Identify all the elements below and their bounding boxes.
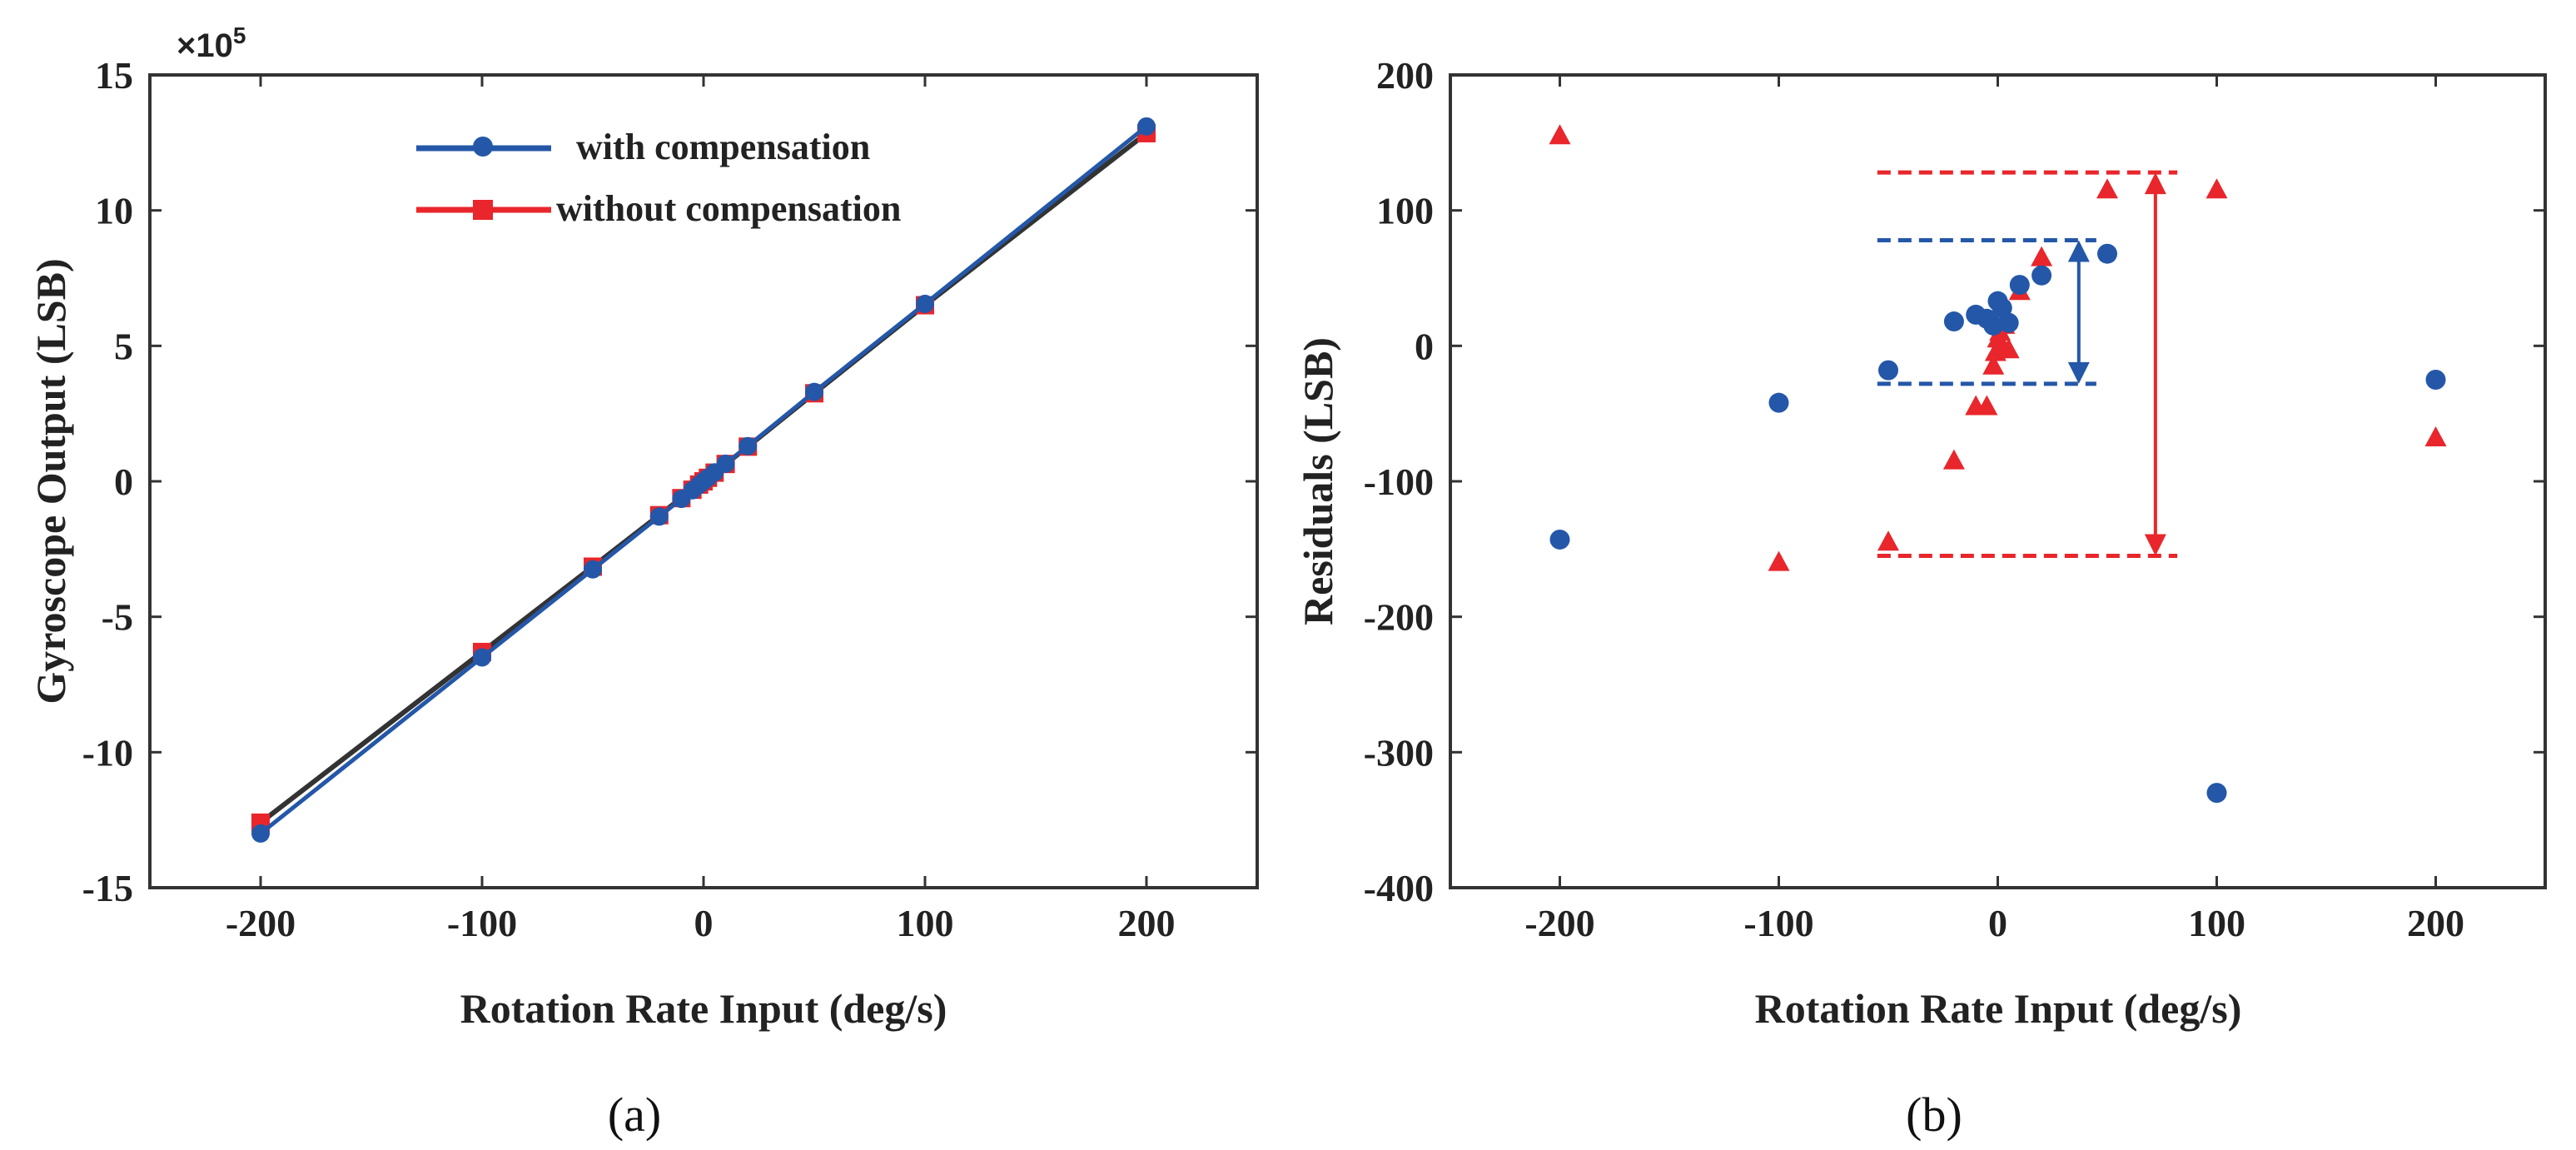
- data-point-with-compensation: [584, 560, 602, 579]
- data-point-without-compensation: [2424, 426, 2447, 446]
- x-axis-label: Rotation Rate Input (deg/s): [460, 985, 947, 1032]
- plot-frame: [1449, 73, 2547, 889]
- data-point-with-compensation: [2009, 275, 2030, 296]
- legend: with compensation without compensation: [416, 127, 901, 229]
- red-range-arrowhead-up: [2144, 172, 2166, 195]
- legend-label-with: with compensation: [576, 127, 870, 167]
- data-point-with-compensation: [1768, 392, 1789, 413]
- data-point-without-compensation: [1942, 449, 1965, 470]
- y-tick-labels: -15 -10 -5 0 5 10 15: [82, 54, 133, 909]
- legend-label-without: without compensation: [556, 188, 901, 229]
- data-point-with-compensation: [1878, 360, 1898, 381]
- y-tick-label: 100: [1376, 190, 1434, 232]
- y-tick-labels: -400 -300 -200 -100 0 100 200: [1364, 54, 1434, 909]
- y-tick-label: -400: [1364, 867, 1434, 909]
- data-point-with-compensation: [2206, 783, 2227, 804]
- data-point-with-compensation: [1998, 312, 2019, 333]
- x-tick-label: 200: [2407, 902, 2464, 944]
- axis-ticks: [150, 73, 1257, 889]
- y-axis-label: Residuals (LSB): [1295, 337, 1341, 625]
- range-annotations: [1877, 170, 2178, 558]
- x-tick-label: -100: [447, 902, 517, 944]
- data-point-with-compensation: [2097, 243, 2117, 264]
- data-series: [251, 117, 1156, 843]
- chart-panel-a: -200 -100 0 100 200 -15 -10 -5 0 5 10 15 ×105 Rota…: [27, 22, 1259, 1142]
- panel-label-b: (b): [1906, 1088, 1962, 1142]
- y-tick-label: 200: [1376, 54, 1434, 97]
- data-point-without-compensation: [1877, 530, 1899, 551]
- data-point-without-compensation: [2206, 178, 2228, 199]
- data-point-with-compensation: [916, 294, 934, 313]
- data-point-with-compensation: [1983, 315, 2004, 336]
- chart-panel-b: -200 -100 0 100 200 -400-300-200-1000100200 …: [1295, 54, 2547, 1142]
- blue-range-arrowhead-up: [2067, 240, 2090, 262]
- x-tick-label: 200: [1118, 902, 1176, 944]
- data-point-with-compensation: [1943, 311, 1964, 332]
- data-point-with-compensation: [1137, 117, 1156, 136]
- y-tick-label: -100: [1364, 460, 1434, 503]
- x-tick-label: -200: [226, 902, 296, 944]
- data-point-with-compensation: [1549, 529, 1570, 550]
- y-tick-label: -300: [1364, 731, 1434, 774]
- data-point-with-compensation: [473, 648, 491, 667]
- data-point-without-compensation: [1997, 338, 2020, 359]
- y-axis-label: Gyroscope Output (LSB): [27, 258, 74, 704]
- y-tick-label: 5: [114, 325, 133, 367]
- y-tick-label: -200: [1364, 596, 1434, 639]
- x-tick-label: -200: [1524, 902, 1594, 944]
- data-point-with-compensation: [805, 382, 823, 401]
- data-point-with-compensation: [649, 507, 669, 526]
- x-tick-labels: -200 -100 0 100 200: [1524, 902, 2464, 944]
- legend-marker-with: [473, 137, 493, 157]
- y-tick-label: 0: [114, 460, 133, 503]
- y-tick-label: -15: [82, 867, 133, 909]
- panel-label-a: (a): [608, 1088, 661, 1142]
- data-point-with-compensation: [1992, 297, 2012, 318]
- data-point-with-compensation: [2425, 370, 2446, 390]
- x-tick-label: 0: [694, 902, 714, 944]
- data-point-with-compensation: [2031, 265, 2052, 286]
- red-range-arrowhead-down: [2144, 534, 2166, 556]
- axis-ticks: [1450, 73, 2545, 889]
- x-tick-label: 100: [897, 902, 954, 944]
- y-multiplier: ×105: [177, 22, 246, 64]
- y-tick-label: 10: [95, 190, 133, 232]
- x-tick-label: 100: [2188, 902, 2245, 944]
- data-point-without-compensation: [1976, 395, 1998, 416]
- x-tick-label: -100: [1743, 902, 1813, 944]
- data-point-without-compensation: [2031, 246, 2053, 266]
- y-tick-label: -5: [102, 596, 133, 639]
- data-point-without-compensation: [1549, 124, 1571, 145]
- data-point-without-compensation: [1982, 354, 2005, 375]
- data-point-without-compensation: [2096, 178, 2118, 199]
- legend-marker-without: [473, 200, 493, 220]
- x-tick-label: 0: [1988, 902, 2007, 944]
- blue-range-arrowhead-down: [2067, 361, 2090, 384]
- data-point-with-compensation: [738, 436, 758, 456]
- data-point-without-compensation: [1768, 550, 1790, 571]
- x-tick-labels: -200 -100 0 100 200: [226, 902, 1176, 944]
- data-series: [1549, 124, 2447, 804]
- data-point-with-compensation: [251, 824, 270, 843]
- y-tick-label: -10: [82, 731, 133, 774]
- x-axis-label: Rotation Rate Input (deg/s): [1755, 985, 2242, 1032]
- y-tick-label: 15: [95, 54, 133, 97]
- y-tick-label: 0: [1415, 325, 1434, 367]
- data-point-with-compensation: [716, 454, 735, 473]
